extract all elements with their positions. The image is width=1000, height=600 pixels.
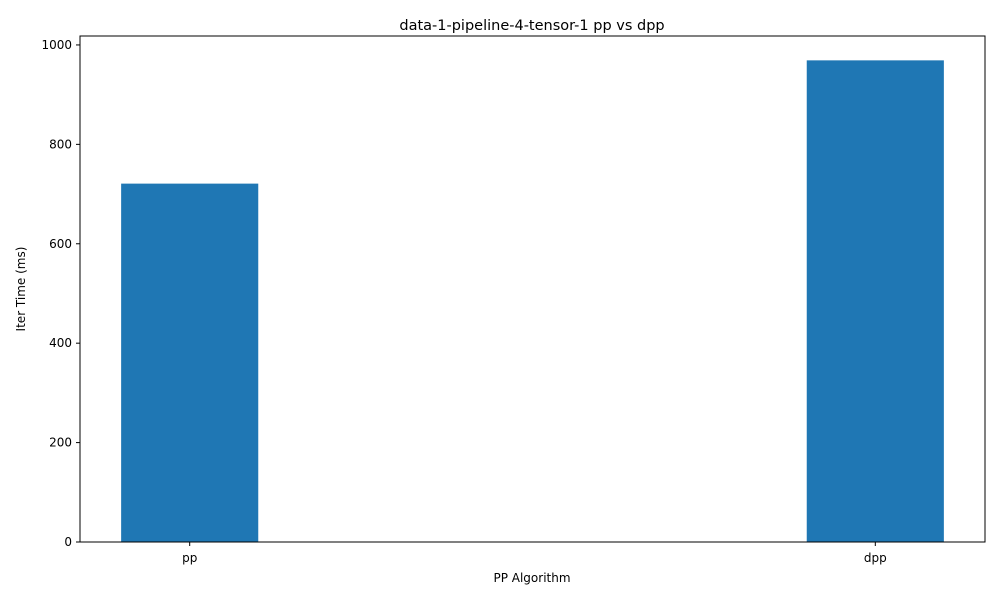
y-tick-label: 200 — [49, 436, 72, 450]
bar-dpp — [806, 60, 944, 543]
chart-title: data-1-pipeline-4-tensor-1 pp vs dpp — [399, 18, 664, 34]
y-tick-label: 800 — [49, 137, 72, 151]
y-tick-label: 0 — [64, 535, 72, 549]
y-tick-label: 400 — [49, 336, 72, 350]
bar-pp — [121, 183, 259, 542]
y-tick-label: 600 — [49, 237, 72, 251]
y-axis-label: Iter Time (ms) — [14, 247, 28, 332]
plot-frame — [79, 35, 986, 543]
x-tick-label-pp: pp — [182, 551, 197, 565]
x-axis-ticks: pp dpp — [182, 542, 887, 565]
x-axis-label: PP Algorithm — [493, 571, 570, 585]
y-axis-ticks: 0 200 400 600 800 1000 — [41, 38, 80, 549]
x-tick-label-dpp: dpp — [864, 551, 887, 565]
y-tick-label: 1000 — [41, 38, 72, 52]
bars-group — [121, 60, 944, 543]
